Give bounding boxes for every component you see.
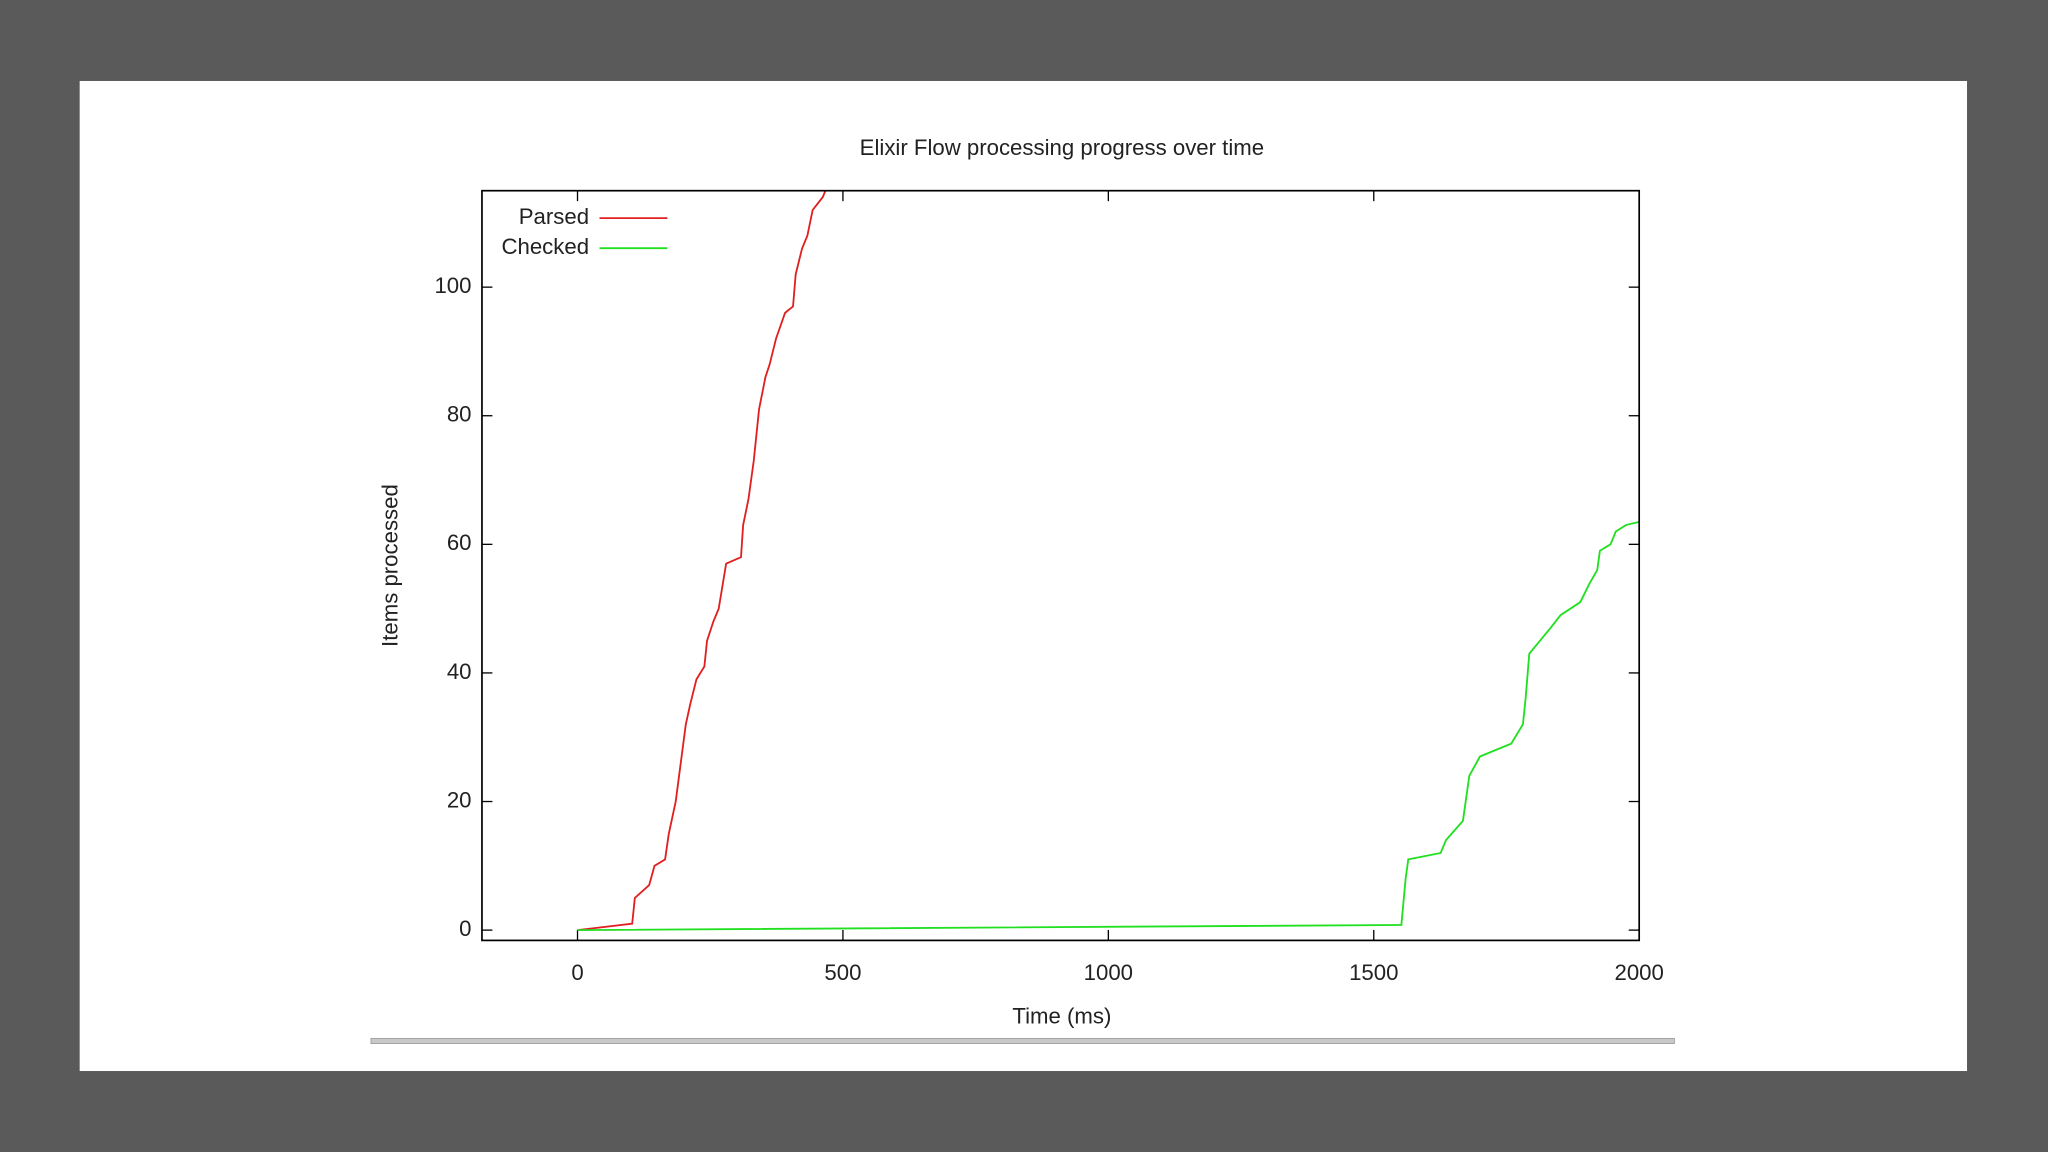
- x-axis-label: Time (ms): [1012, 1003, 1111, 1028]
- y-tick-label: 0: [459, 916, 471, 941]
- x-tick-label: 0: [571, 960, 583, 985]
- y-axis-label: Items processed: [378, 484, 403, 647]
- series-line: [577, 190, 827, 932]
- x-tick-label: 500: [824, 960, 861, 985]
- plot-border: [481, 189, 1641, 942]
- scrollbar: [370, 1037, 1675, 1044]
- x-tick-label: 2000: [1615, 960, 1664, 985]
- chart-title: Elixir Flow processing progress over tim…: [860, 135, 1264, 160]
- y-tick-label: 80: [447, 402, 472, 427]
- y-tick-label: 20: [447, 787, 472, 812]
- y-tick-label: 100: [434, 273, 471, 298]
- series-line: [577, 520, 1640, 932]
- legend-label: Parsed: [519, 204, 589, 229]
- y-tick-label: 60: [447, 530, 472, 555]
- x-tick-label: 1500: [1349, 960, 1398, 985]
- x-tick-label: 1000: [1084, 960, 1133, 985]
- panel: [79, 80, 1968, 1072]
- legend-label: Checked: [501, 234, 589, 259]
- y-tick-label: 40: [447, 659, 472, 684]
